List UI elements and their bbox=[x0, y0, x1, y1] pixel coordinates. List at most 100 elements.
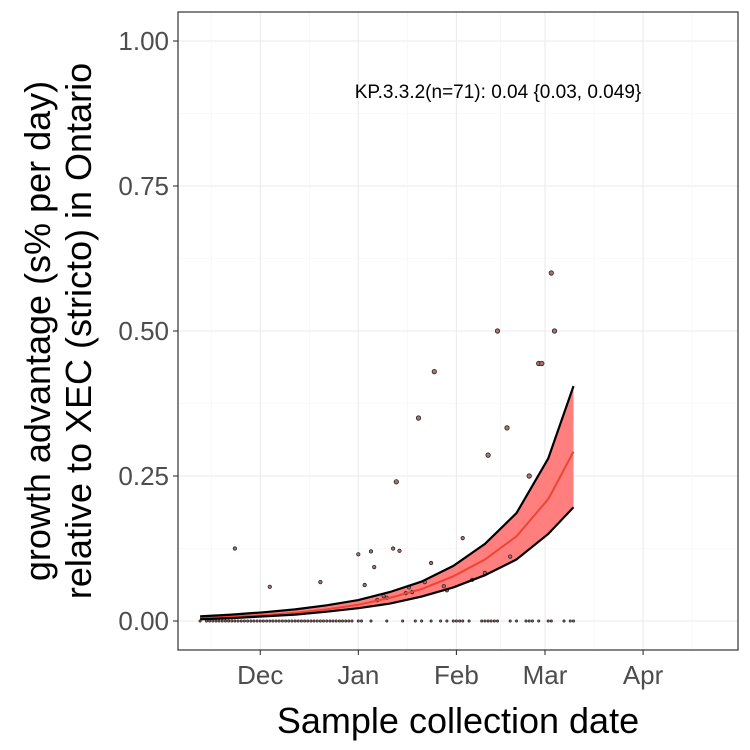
y-tick-label: 0.00 bbox=[118, 606, 169, 636]
data-point bbox=[265, 619, 269, 623]
data-point bbox=[318, 579, 323, 585]
data-point bbox=[385, 619, 389, 623]
data-point bbox=[214, 619, 218, 623]
data-point bbox=[350, 619, 354, 623]
data-point bbox=[390, 546, 396, 551]
data-point bbox=[486, 619, 490, 623]
data-point bbox=[299, 619, 303, 623]
data-point bbox=[249, 619, 253, 623]
y-tick-label: 0.75 bbox=[118, 171, 169, 201]
data-point bbox=[527, 619, 531, 623]
data-point bbox=[508, 554, 513, 559]
data-point bbox=[246, 619, 250, 623]
data-point bbox=[334, 619, 338, 623]
data-point bbox=[230, 619, 234, 623]
data-point bbox=[328, 619, 332, 623]
data-point bbox=[504, 425, 510, 431]
data-point bbox=[539, 360, 545, 367]
data-point bbox=[420, 619, 424, 623]
data-point bbox=[480, 619, 484, 623]
data-point bbox=[537, 619, 541, 623]
data-point bbox=[461, 619, 465, 623]
data-point bbox=[429, 619, 433, 623]
data-point bbox=[293, 619, 297, 623]
data-point bbox=[268, 619, 272, 623]
x-tick-label: Feb bbox=[434, 660, 479, 690]
data-point bbox=[393, 479, 399, 485]
x-tick-label: Mar bbox=[523, 660, 568, 690]
data-point bbox=[485, 452, 491, 458]
data-point bbox=[489, 619, 493, 623]
data-point bbox=[312, 619, 316, 623]
data-point bbox=[325, 619, 329, 623]
data-point bbox=[318, 619, 322, 623]
data-point bbox=[274, 619, 278, 623]
y-axis-title: growth advantage (s% per day) relative t… bbox=[17, 63, 99, 599]
data-point bbox=[439, 619, 443, 623]
data-point bbox=[460, 535, 465, 541]
fit-line-median bbox=[200, 451, 575, 620]
data-points bbox=[198, 270, 576, 623]
data-point bbox=[309, 619, 313, 623]
data-point bbox=[321, 619, 325, 623]
data-point bbox=[284, 619, 288, 623]
data-point bbox=[368, 549, 374, 554]
data-point bbox=[267, 584, 272, 589]
data-point bbox=[572, 619, 576, 623]
data-point bbox=[415, 415, 422, 421]
data-point bbox=[401, 619, 405, 623]
data-point bbox=[526, 473, 532, 479]
x-axis-title: Sample collection date bbox=[277, 700, 639, 741]
data-point bbox=[233, 619, 237, 623]
data-point bbox=[530, 619, 534, 623]
x-tick-label: Apr bbox=[623, 660, 664, 690]
data-point bbox=[568, 619, 572, 623]
data-point bbox=[232, 546, 237, 551]
data-point bbox=[369, 619, 373, 623]
data-point bbox=[356, 552, 361, 557]
data-point bbox=[277, 619, 281, 623]
fit-line-upper-bound bbox=[200, 385, 575, 618]
data-point bbox=[255, 619, 259, 623]
data-point bbox=[258, 619, 262, 623]
data-point bbox=[290, 619, 294, 623]
data-point bbox=[223, 619, 227, 623]
y-axis: 0.00 0.25 0.50 0.75 1.00 bbox=[118, 26, 178, 636]
data-point bbox=[252, 619, 256, 623]
data-point bbox=[492, 619, 496, 623]
data-point bbox=[454, 619, 458, 623]
data-point bbox=[508, 619, 512, 623]
data-point bbox=[242, 619, 246, 623]
fit-line-lower-bound bbox=[200, 506, 575, 621]
data-point bbox=[280, 619, 284, 623]
data-point bbox=[441, 584, 446, 589]
y-tick-label: 1.00 bbox=[118, 26, 169, 56]
data-point bbox=[458, 619, 462, 623]
data-point bbox=[397, 548, 402, 553]
data-point bbox=[217, 619, 221, 623]
fit-lines bbox=[200, 385, 575, 621]
data-point bbox=[211, 619, 215, 623]
data-point bbox=[515, 619, 519, 623]
data-point bbox=[303, 619, 307, 623]
data-point bbox=[551, 328, 558, 334]
x-axis: Dec Jan Feb Mar Apr bbox=[237, 650, 664, 690]
data-point bbox=[331, 619, 335, 623]
data-point bbox=[359, 619, 363, 623]
data-point bbox=[236, 619, 240, 623]
data-point bbox=[451, 619, 455, 623]
x-tick-label: Dec bbox=[237, 660, 283, 690]
data-point bbox=[208, 619, 212, 623]
data-point bbox=[306, 619, 310, 623]
data-point bbox=[413, 619, 417, 623]
y-axis-title-line-1: growth advantage (s% per day) bbox=[17, 81, 58, 581]
data-point bbox=[227, 619, 231, 623]
data-point bbox=[494, 328, 501, 334]
y-tick-label: 0.50 bbox=[118, 316, 169, 346]
data-point bbox=[431, 368, 437, 375]
data-point bbox=[315, 619, 319, 623]
data-point bbox=[562, 619, 566, 623]
model-annotation: KP.3.3.2(n=71): 0.04 {0.03, 0.049} bbox=[355, 82, 641, 103]
data-point bbox=[198, 619, 202, 623]
